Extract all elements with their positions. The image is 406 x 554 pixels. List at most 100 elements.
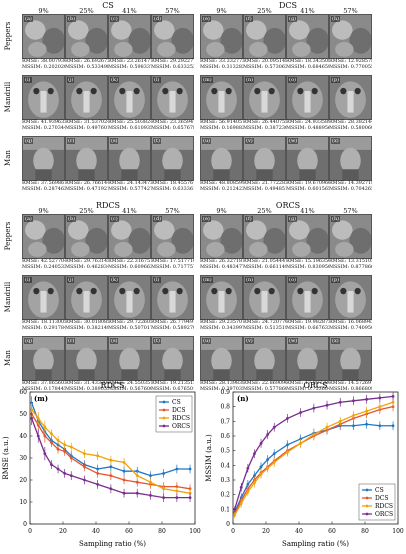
data-point	[253, 481, 256, 485]
metric-caption: RMSE: 12.928578 MSSIM: 0.770055	[329, 58, 372, 70]
image-row-label: Man	[4, 149, 12, 166]
data-point	[149, 494, 152, 497]
sampling-ratio-label: 25%	[257, 7, 272, 15]
data-point	[365, 409, 369, 413]
metric-caption: RMSE: 29.235707 MSSIM: 0.343997	[200, 319, 243, 331]
y-axis-label: MSSIM (a.u.)	[205, 434, 213, 482]
image-tag: (f)	[245, 16, 253, 22]
data-point	[36, 417, 40, 420]
data-point	[233, 513, 237, 517]
metric-caption: RMSE: 24.550357 MSSIM: 0.567600	[108, 380, 151, 392]
image-tag: (r)	[67, 338, 76, 344]
reconstruction-image: (u)	[200, 336, 243, 381]
y-tick-label: 30	[19, 455, 27, 462]
data-point	[175, 496, 179, 499]
sampling-ratio-label: 57%	[165, 207, 180, 215]
data-point	[122, 491, 126, 495]
series-line	[234, 395, 394, 510]
reconstruction-image: (l)	[151, 275, 194, 320]
image-tag: (v)	[245, 338, 254, 344]
data-point	[50, 432, 53, 436]
data-point	[162, 487, 166, 491]
data-point	[162, 472, 166, 475]
data-point	[253, 452, 256, 455]
reconstruction-image: (c)	[108, 14, 151, 59]
reconstruction-image: (o)	[286, 275, 329, 320]
sampling-ratio-label: 25%	[79, 207, 94, 215]
reconstruction-image: (k)	[108, 75, 151, 120]
metric-caption: RMSE: 18.343508 MSSIM: 0.684659	[286, 58, 329, 70]
metric-caption: RMSE: 16.068943 MSSIM: 0.740950	[329, 319, 372, 331]
metric-caption: RMSE: 19.670966 MSSIM: 0.601565	[286, 180, 329, 192]
image-tag: (u)	[202, 138, 212, 144]
series-line	[234, 401, 394, 516]
image-tag: (d)	[153, 216, 163, 222]
legend-label: ORCS	[172, 423, 190, 430]
metric-caption: RMSE: 18.113005 MSSIM: 0.291784	[22, 319, 65, 331]
image-tag: (k)	[110, 77, 119, 83]
sampling-ratio-label: 41%	[122, 207, 137, 215]
chart-title: ORCS	[303, 381, 327, 390]
panel-label: (m)	[34, 394, 48, 403]
data-point	[56, 439, 60, 442]
chart-svg: ORCS (n) 0 20 40 60 80 100 0 0.1 0.2 0.3 0.4 0.5 0.6 0.…	[205, 381, 404, 548]
x-tick-label: 80	[361, 528, 369, 535]
data-point	[96, 454, 100, 458]
y-tick-label: 0.7	[220, 418, 230, 425]
reconstruction-image: (l)	[151, 75, 194, 120]
data-point	[391, 395, 395, 398]
metric-caption: RMSE: 15.196350 MSSIM: 0.830950	[286, 258, 329, 270]
metric-caption: RMSE: 19.982872 MSSIM: 0.667633	[286, 319, 329, 331]
data-point	[188, 467, 192, 471]
legend-label: RDCS	[375, 503, 393, 510]
image-tag: (c)	[110, 216, 119, 222]
metric-caption: RMSE: 22.316751 MSSIM: 0.609662	[108, 258, 151, 270]
sampling-ratio-label: 9%	[216, 207, 227, 215]
data-point	[56, 467, 60, 471]
x-axis-label: Sampling ratio (%)	[79, 540, 146, 548]
panel-label: (n)	[237, 394, 249, 403]
data-point	[365, 397, 369, 401]
reconstruction-image: (j)	[65, 275, 108, 320]
data-point	[272, 461, 276, 464]
data-point	[175, 489, 179, 493]
metric-caption: RMSE: 41.939632 MSSIM: 0.270344	[22, 119, 65, 131]
data-point	[365, 422, 369, 426]
image-tag: (n)	[245, 277, 255, 283]
data-point	[69, 445, 73, 449]
legend-marker	[365, 504, 369, 508]
legend-label: DCS	[375, 495, 389, 502]
image-tag: (l)	[153, 277, 161, 283]
data-point	[135, 474, 139, 477]
reconstruction-image: (d)	[151, 214, 194, 259]
data-point	[83, 478, 86, 482]
reconstruction-image: (i)	[22, 75, 65, 120]
image-tag: (x)	[331, 338, 340, 344]
image-tag: (m)	[202, 277, 213, 283]
method-title: ORCS	[275, 201, 301, 210]
image-tag: (i)	[24, 77, 32, 83]
reconstruction-image: (v)	[243, 336, 286, 381]
data-point	[50, 463, 53, 466]
image-tag: (h)	[331, 216, 341, 222]
reconstruction-image: (u)	[200, 136, 243, 181]
metric-caption: RMSE: 23.261471 MSSIM: 0.598337	[108, 58, 151, 70]
metric-caption: RMSE: 37.865602 MSSIM: 0.178445	[22, 380, 65, 392]
data-point	[391, 424, 395, 428]
y-tick-label: 0.3	[220, 477, 230, 484]
data-point	[266, 433, 270, 436]
data-point	[259, 441, 263, 445]
image-tag: (x)	[331, 138, 340, 144]
figure-top-grid: CS DCS 9% 25% 41% 57% 9% 25% 41% 57% Peppers (a) RMS…	[0, 0, 406, 200]
reconstruction-image: (b)	[65, 214, 108, 259]
y-tick-label: 0.2	[220, 492, 230, 499]
data-point	[122, 478, 126, 482]
metric-caption: RMSE: 23.365941 MSSIM: 0.657678	[151, 119, 194, 131]
metric-caption: RMSE: 25.503824 MSSIM: 0.610935	[108, 119, 151, 131]
image-tag: (s)	[110, 338, 119, 344]
data-point	[175, 467, 179, 471]
reconstruction-image: (d)	[151, 14, 194, 59]
image-tag: (j)	[67, 277, 75, 283]
sampling-ratio-label: 57%	[343, 207, 358, 215]
image-tag: (b)	[67, 16, 77, 22]
